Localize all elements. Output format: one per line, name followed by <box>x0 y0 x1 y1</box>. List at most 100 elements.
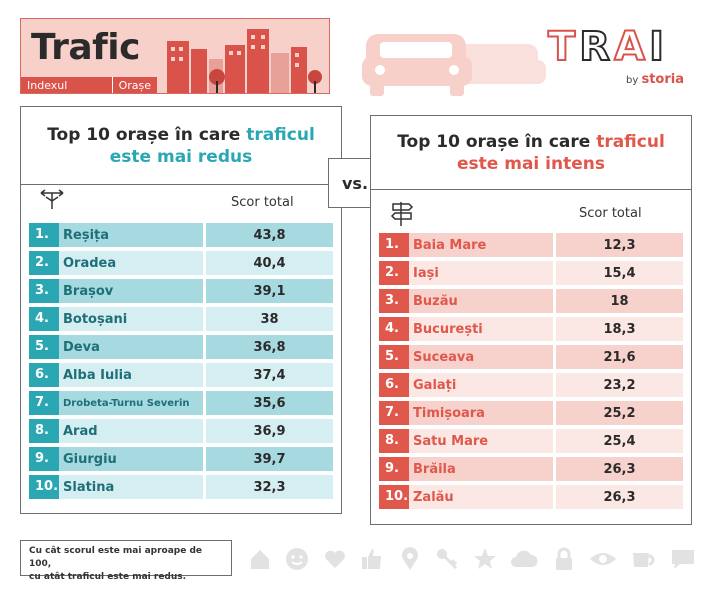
ranking-row: 3. Brașov 39,1 <box>29 279 333 303</box>
rank-number: 10. <box>379 485 409 509</box>
ranking-city-cell: 6. Alba Iulia <box>29 363 203 387</box>
star-icon <box>473 548 496 569</box>
ranking-city-cell: 5. Deva <box>29 335 203 359</box>
rank-number: 4. <box>379 317 409 341</box>
rank-number: 3. <box>379 289 409 313</box>
ranking-row: 10. Slatina 32,3 <box>29 475 333 499</box>
ranking-row: 1. Reșița 43,8 <box>29 223 333 247</box>
header-title: Trafic <box>31 27 141 68</box>
total-score: 26,3 <box>556 485 683 509</box>
chat-bubble-icon <box>671 550 694 569</box>
logo-letter-t: T <box>547 24 578 70</box>
city-name: Satu Mare <box>413 433 489 449</box>
ranking-city-cell: 2. Iași <box>379 261 553 285</box>
key-icon <box>437 549 458 570</box>
ranking-row: 7. Timișoara 25,2 <box>379 401 683 425</box>
ranking-city-cell: 10. Zalău <box>379 485 553 509</box>
lock-icon <box>555 547 572 570</box>
total-score: 18 <box>556 289 683 313</box>
score-explanation-note: Cu cât scorul este mai aproape de 100, c… <box>20 540 232 582</box>
rank-number: 4. <box>29 307 59 331</box>
total-score: 39,7 <box>206 447 333 471</box>
left-score-label: Scor total <box>231 195 294 210</box>
rank-number: 9. <box>379 457 409 481</box>
signpost-icon <box>390 202 414 226</box>
note-line-1: Cu cât scorul este mai aproape de 100, <box>29 546 203 569</box>
ranking-city-cell: 9. Giurgiu <box>29 447 203 471</box>
total-score: 36,8 <box>206 335 333 359</box>
logo-letter-r: R <box>578 24 613 70</box>
right-title-highlight: traficul este mai intens <box>457 131 665 174</box>
total-score: 12,3 <box>556 233 683 257</box>
cars-illustration <box>362 34 546 96</box>
smiley-icon <box>286 548 309 570</box>
ranking-city-cell: 8. Satu Mare <box>379 429 553 453</box>
city-name: Slatina <box>63 479 115 495</box>
total-score: 25,2 <box>556 401 683 425</box>
panel-least-traffic: Top 10 orașe în care traficul este mai r… <box>20 106 342 514</box>
ranking-row: 2. Iași 15,4 <box>379 261 683 285</box>
ranking-city-cell: 10. Slatina <box>29 475 203 499</box>
city-name: Galați <box>413 377 457 393</box>
rank-number: 6. <box>379 373 409 397</box>
header-tag-index: Indexul T.R.A.I. <box>27 79 68 92</box>
total-score: 40,4 <box>206 251 333 275</box>
logo-brand: storia <box>641 72 684 87</box>
header-tags: Indexul T.R.A.I. Orașe <box>21 77 157 93</box>
ranking-row: 10. Zalău 26,3 <box>379 485 683 509</box>
rank-number: 10. <box>29 475 59 499</box>
ranking-row: 5. Suceava 21,6 <box>379 345 683 369</box>
total-score: 43,8 <box>206 223 333 247</box>
city-name: Botoșani <box>63 311 128 327</box>
city-name: Iași <box>413 265 439 281</box>
split-arrow-sign-icon <box>40 189 64 209</box>
rank-number: 2. <box>29 251 59 275</box>
right-score-label: Scor total <box>579 206 642 221</box>
city-name: Zalău <box>413 489 454 505</box>
ranking-city-cell: 1. Baia Mare <box>379 233 553 257</box>
ranking-row: 3. Buzău 18 <box>379 289 683 313</box>
location-pin-icon <box>401 547 418 570</box>
left-ranking-list: 1. Reșița 43,8 2. Oradea 40,4 3. Brașov 39,1 4. Bo… <box>29 223 333 503</box>
ranking-row: 1. Baia Mare 12,3 <box>379 233 683 257</box>
right-score-header: Scor total <box>371 190 691 226</box>
rank-number: 1. <box>379 233 409 257</box>
rank-number: 3. <box>29 279 59 303</box>
total-score: 21,6 <box>556 345 683 369</box>
header-banner: Trafic Indexul T.R.A.I. Orașe <box>20 18 330 94</box>
left-title-prefix: Top 10 orașe în care <box>47 124 247 145</box>
ranking-row: 4. București 18,3 <box>379 317 683 341</box>
ranking-row: 2. Oradea 40,4 <box>29 251 333 275</box>
left-panel-title: Top 10 orașe în care traficul este mai r… <box>21 107 341 185</box>
ranking-row: 8. Arad 36,9 <box>29 419 333 443</box>
city-name: Alba Iulia <box>63 367 132 383</box>
rank-number: 7. <box>379 401 409 425</box>
total-score: 15,4 <box>556 261 683 285</box>
city-name: Brașov <box>63 283 114 299</box>
logo-by-text: by <box>626 75 639 86</box>
eye-icon <box>590 553 617 565</box>
rank-number: 2. <box>379 261 409 285</box>
left-title-highlight: traficul este mai redus <box>109 124 315 167</box>
ranking-city-cell: 4. Botoșani <box>29 307 203 331</box>
total-score: 23,2 <box>556 373 683 397</box>
logo-letter-i: I <box>648 24 666 70</box>
ranking-city-cell: 2. Oradea <box>29 251 203 275</box>
city-name: Drobeta-Turnu Severin <box>63 397 190 409</box>
ranking-row: 4. Botoșani 38 <box>29 307 333 331</box>
total-score: 26,3 <box>556 457 683 481</box>
city-name: Oradea <box>63 255 117 271</box>
ranking-city-cell: 4. București <box>379 317 553 341</box>
rank-number: 5. <box>379 345 409 369</box>
ranking-row: 6. Galați 23,2 <box>379 373 683 397</box>
total-score: 18,3 <box>556 317 683 341</box>
city-name: Baia Mare <box>413 237 487 253</box>
total-score: 32,3 <box>206 475 333 499</box>
ranking-city-cell: 3. Brașov <box>29 279 203 303</box>
logo-byline: by storia <box>626 72 684 87</box>
note-line-2: cu atât traficul este mai redus. <box>29 572 187 582</box>
city-skyline-illustration <box>167 29 322 93</box>
city-name: Reșița <box>63 227 110 243</box>
ranking-city-cell: 8. Arad <box>29 419 203 443</box>
ranking-row: 7. Drobeta-Turnu Severin 35,6 <box>29 391 333 415</box>
